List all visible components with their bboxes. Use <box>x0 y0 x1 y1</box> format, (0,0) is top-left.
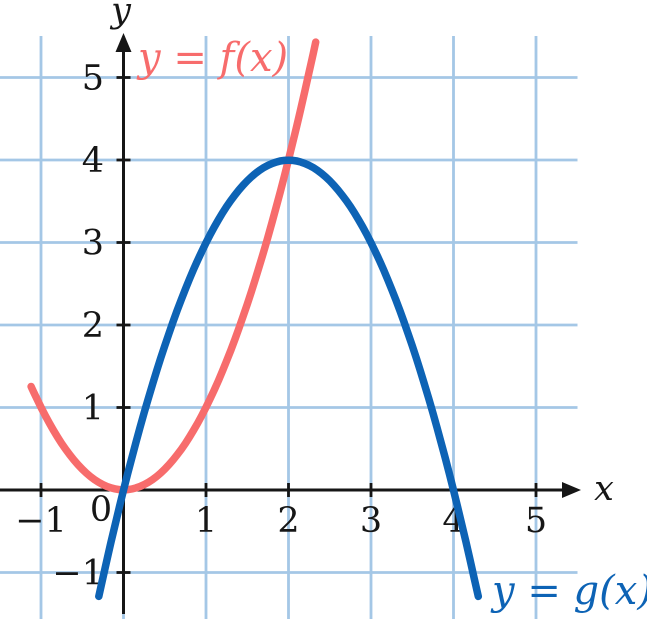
g-curve-label: y = g(x) <box>490 568 647 614</box>
y-tick-label: −1 <box>52 554 104 594</box>
y-axis-label: y <box>109 0 132 31</box>
f-curve-label: y = f(x) <box>136 35 288 81</box>
f-curve <box>27 38 320 494</box>
x-tick-label: 1 <box>195 501 217 541</box>
y-tick-label: 3 <box>82 224 104 264</box>
x-tick-label: 5 <box>525 501 547 541</box>
curve-layer <box>27 38 483 601</box>
x-axis-label: x <box>594 469 614 509</box>
y-axis-arrowhead-icon <box>115 33 132 52</box>
y-tick-label: 1 <box>82 389 104 429</box>
axis-layer <box>0 33 581 614</box>
x-tick-label: 2 <box>277 501 299 541</box>
g-curve <box>95 156 483 601</box>
y-tick-label: 5 <box>82 59 104 99</box>
origin-tick-label: 0 <box>90 490 112 530</box>
y-tick-label: 4 <box>82 141 104 181</box>
y-tick-label: 2 <box>82 306 104 346</box>
x-axis-arrowhead-icon <box>562 482 581 498</box>
x-tick-label: −1 <box>15 501 67 541</box>
x-tick-label: 3 <box>360 501 382 541</box>
